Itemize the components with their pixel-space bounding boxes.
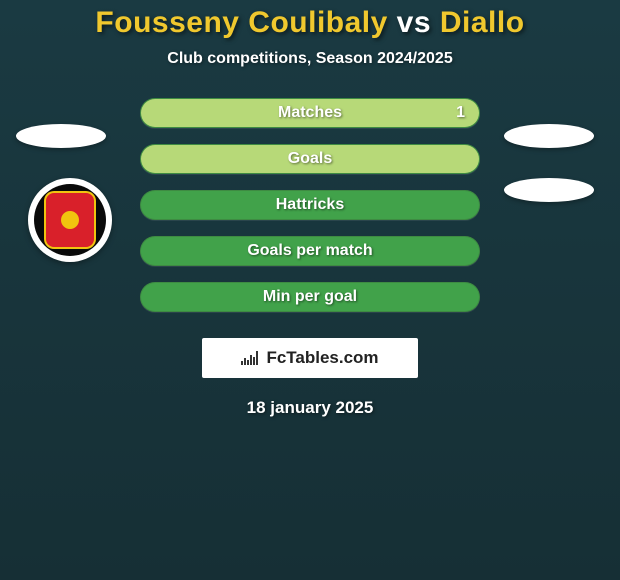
badge-center bbox=[61, 211, 79, 229]
stat-label: Goals bbox=[288, 150, 332, 168]
page-title: Fousseny Coulibaly vs Diallo bbox=[95, 6, 524, 40]
bars-chart-icon bbox=[241, 351, 258, 365]
date-label: 18 january 2025 bbox=[247, 398, 374, 418]
stat-label: Min per goal bbox=[263, 288, 357, 306]
right-marker-ellipse-1 bbox=[504, 124, 594, 148]
stat-right-value: 1 bbox=[456, 104, 465, 122]
badge-ring bbox=[34, 184, 106, 256]
infographic-content: Fousseny Coulibaly vs Diallo Club compet… bbox=[0, 0, 620, 418]
stat-row: Min per goal bbox=[140, 282, 480, 312]
badge-inner bbox=[46, 193, 94, 247]
subtitle: Club competitions, Season 2024/2025 bbox=[167, 50, 452, 68]
bar-segment bbox=[253, 357, 255, 365]
stat-row: Goals per match bbox=[140, 236, 480, 266]
stat-row: Hattricks bbox=[140, 190, 480, 220]
stat-label: Goals per match bbox=[247, 242, 372, 260]
bar-segment bbox=[244, 358, 246, 365]
bar-segment bbox=[247, 360, 249, 365]
bar-segment bbox=[241, 361, 243, 365]
branding-badge: FcTables.com bbox=[202, 338, 418, 378]
stat-row: Goals bbox=[140, 144, 480, 174]
stat-row: Matches 1 bbox=[140, 98, 480, 128]
vs-word: vs bbox=[397, 6, 431, 39]
player2-name: Diallo bbox=[440, 6, 525, 39]
branding-text: FcTables.com bbox=[266, 348, 378, 368]
club-badge-icon bbox=[28, 178, 112, 262]
left-marker-ellipse bbox=[16, 124, 106, 148]
stat-label: Matches bbox=[278, 104, 342, 122]
bar-segment bbox=[256, 351, 258, 365]
bar-segment bbox=[250, 355, 252, 365]
right-marker-ellipse-2 bbox=[504, 178, 594, 202]
player1-name: Fousseny Coulibaly bbox=[95, 6, 387, 39]
stat-label: Hattricks bbox=[276, 196, 344, 214]
